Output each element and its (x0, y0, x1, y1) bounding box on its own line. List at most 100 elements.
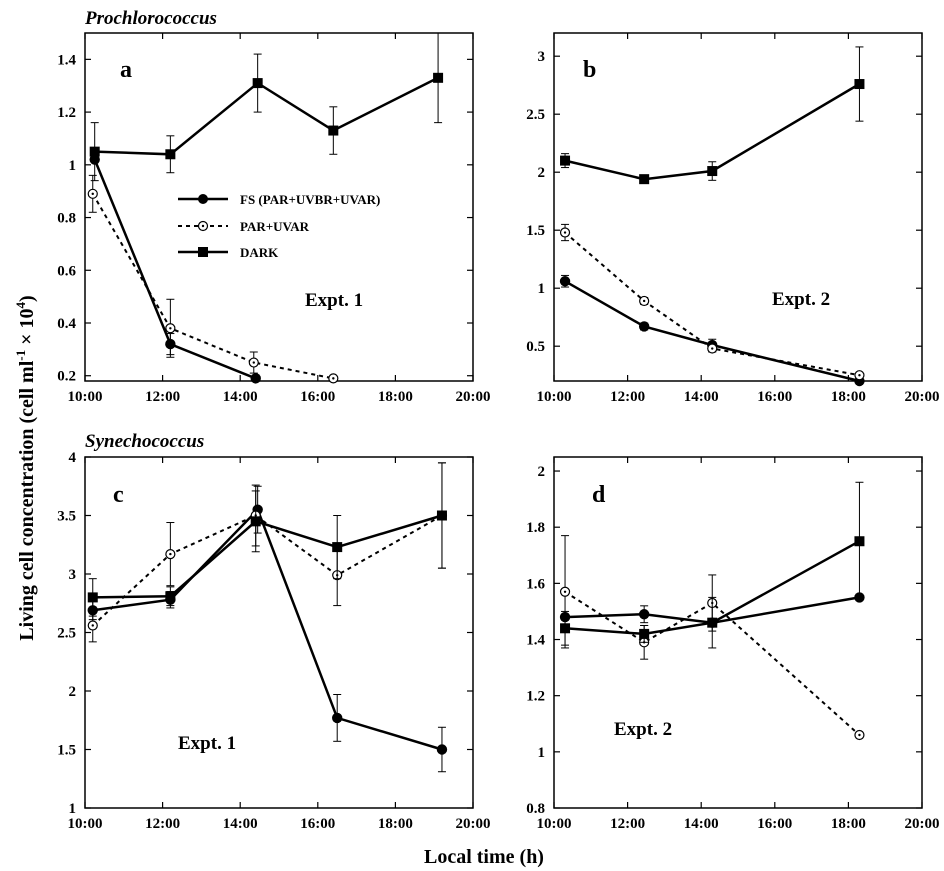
x-tick-label: 14:00 (223, 816, 258, 832)
x-tick-label: 14:00 (684, 389, 719, 405)
y-tick-label: 1.5 (57, 743, 76, 759)
y-tick-label: 4 (69, 450, 77, 466)
experiment-label: Expt. 2 (614, 719, 672, 740)
series-line-open-circle (564, 231, 860, 377)
y-tick-label: 1 (538, 281, 546, 297)
data-point-square (707, 617, 718, 628)
y-tick-label: 0.4 (57, 316, 76, 332)
data-point-square (639, 174, 650, 185)
x-tick-label: 18:00 (831, 389, 866, 405)
legend-marker-par-uvar-dot (201, 224, 205, 228)
data-point-open-circle-center (563, 231, 567, 234)
x-tick-label: 20:00 (905, 816, 940, 832)
data-point-square (854, 536, 865, 547)
panel-letter: a (120, 57, 132, 83)
plot-frame-c (84, 456, 474, 809)
data-point-square (560, 155, 571, 166)
y-tick-label: 1.6 (526, 576, 545, 592)
x-tick-label: 10:00 (68, 389, 103, 405)
data-point-square (332, 542, 343, 553)
x-tick-label: 18:00 (378, 389, 413, 405)
x-tick-label: 14:00 (684, 816, 719, 832)
panel-d: 10:00 12:00 14:00 16:00 18:00 20:00 0.8 1 1.2 1.4… (526, 456, 940, 832)
series-line-filled-square (94, 76, 439, 156)
data-point-square (560, 623, 571, 634)
y-tick-label: 1.5 (526, 223, 545, 239)
data-point-square (165, 149, 176, 160)
x-tick-label: 18:00 (378, 816, 413, 832)
panel-letter: c (113, 482, 124, 508)
plot-frame-d (553, 456, 923, 809)
x-tick-label: 10:00 (537, 816, 572, 832)
series-line-filled-square (564, 82, 861, 181)
y-tick-label: 2 (69, 684, 77, 700)
x-tick-label: 12:00 (145, 389, 180, 405)
y-tick-label: 1.8 (526, 520, 545, 536)
data-point-square (436, 510, 447, 521)
series-line-filled-square (92, 514, 443, 599)
data-point-open-circle-center (332, 377, 335, 380)
experiment-label: Expt. 1 (305, 290, 363, 311)
data-point-open-circle-center (858, 733, 861, 737)
data-point-open-circle-center (169, 327, 172, 330)
y-tick-label: 3.5 (57, 509, 76, 525)
y-tick-label: 1.2 (526, 689, 545, 705)
legend: FS (PAR+UVBR+UVAR) PAR+UVAR DARK (178, 192, 380, 260)
data-point-open-circle-center (91, 624, 94, 627)
x-tick-label: 20:00 (905, 389, 940, 405)
data-point-open-circle-center (642, 299, 646, 303)
data-point-open-circle-center (169, 552, 172, 556)
legend-label-fs: FS (PAR+UVBR+UVAR) (240, 192, 380, 207)
y-tick-label: 3 (69, 567, 77, 583)
x-tick-label: 16:00 (757, 816, 792, 832)
data-point-square (250, 516, 261, 527)
legend-marker-fs (198, 194, 208, 204)
legend-label-par-uvar: PAR+UVAR (240, 219, 310, 234)
panel-b: 10:00 12:00 14:00 16:00 18:00 20:00 0.5 1 1.5 2 2.… (526, 32, 940, 405)
x-tick-label: 10:00 (537, 389, 572, 405)
data-point-open-circle-center (563, 590, 567, 593)
y-tick-label: 2.5 (526, 107, 545, 123)
series-line-filled-circle (564, 280, 860, 383)
y-tick-label: 2 (538, 464, 546, 480)
data-point-square (433, 72, 444, 83)
data-point-circle (250, 373, 261, 384)
panel-c: 10:00 12:00 14:00 16:00 18:00 20:00 1 1.5 2 2.5 3 3… (57, 450, 490, 832)
x-tick-label: 14:00 (223, 389, 258, 405)
data-point-square (639, 628, 650, 639)
y-tick-label: 2.5 (57, 626, 76, 642)
data-point-square (328, 125, 339, 136)
y-tick-label: 0.5 (526, 339, 545, 355)
y-tick-label: 1.4 (57, 52, 76, 68)
legend-marker-dark (198, 247, 208, 257)
data-point-square (854, 79, 865, 90)
data-point-open-circle-center (858, 374, 861, 377)
y-axis-label: Living cell concentration (cell ml-1 × 1… (13, 295, 38, 640)
data-point-circle (559, 276, 571, 287)
panel-letter: d (592, 482, 606, 508)
y-tick-label: 0.6 (57, 263, 76, 279)
x-tick-label: 20:00 (456, 389, 491, 405)
data-point-square (87, 592, 98, 603)
x-tick-label: 12:00 (610, 389, 645, 405)
experiment-label: Expt. 1 (178, 733, 236, 754)
series-line-filled-circle (564, 596, 860, 624)
y-tick-label: 1 (69, 801, 77, 817)
data-point-circle (332, 712, 343, 724)
y-tick-label: 1 (538, 745, 546, 761)
x-tick-label: 16:00 (300, 816, 335, 832)
y-tick-label: 2 (538, 165, 546, 181)
x-tick-label: 18:00 (831, 816, 866, 832)
data-point-open-circle-center (711, 347, 714, 350)
x-axis-label: Local time (h) (424, 846, 544, 868)
x-tick-label: 16:00 (757, 389, 792, 405)
y-tick-label: 1.4 (526, 633, 545, 649)
y-tick-label: 3 (538, 49, 546, 65)
plot-frame-b (553, 32, 923, 382)
panel-letter: b (583, 57, 596, 83)
data-point-circle (436, 744, 448, 755)
y-tick-label: 1 (69, 158, 77, 174)
series-line-open-circle (91, 193, 334, 380)
x-tick-label: 12:00 (145, 816, 180, 832)
